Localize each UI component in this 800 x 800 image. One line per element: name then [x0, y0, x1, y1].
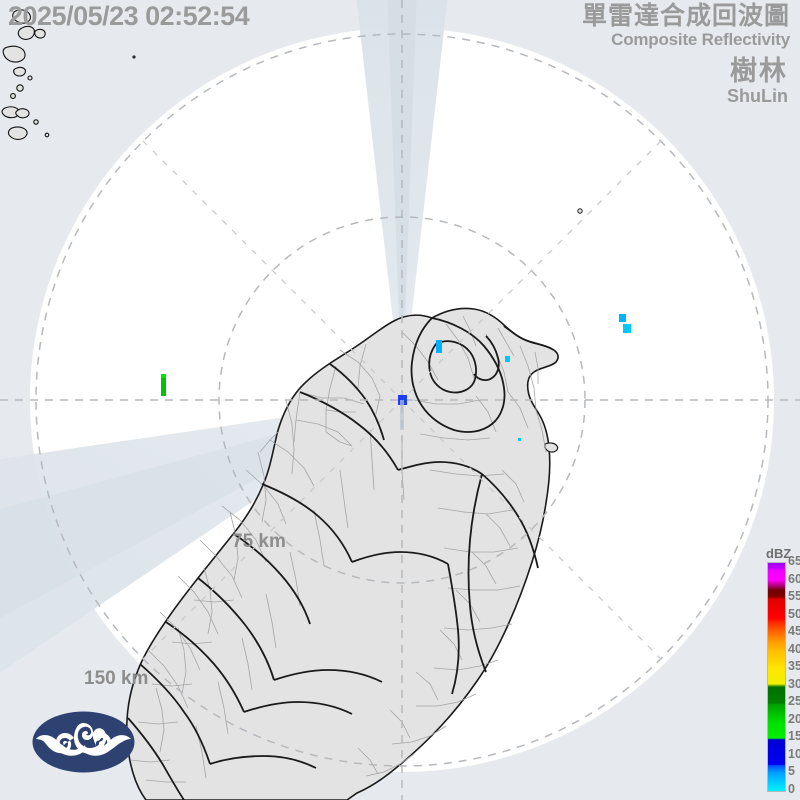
product-title-en: Composite Reflectivity — [611, 30, 790, 49]
colorbar-tick-65: 65 — [788, 554, 800, 568]
land-polygons — [1, 9, 583, 800]
guishan-island — [544, 442, 559, 453]
echo-offshore-lower — [623, 324, 631, 333]
offshore-rock — [577, 208, 583, 214]
colorbar-title: dBZ — [766, 546, 792, 561]
colorbar-tick-50: 50 — [788, 606, 800, 621]
colorbar-tick-10: 10 — [788, 746, 800, 761]
taiwan-main-island — [125, 307, 559, 800]
colorbar-tick-35: 35 — [788, 659, 800, 674]
cwa-logo-ellipse — [32, 711, 135, 773]
colorbar-tick-40: 40 — [788, 641, 800, 656]
station-name-zh: 樹林 — [730, 56, 788, 86]
product-title-zh: 單雷達合成回波圖 — [581, 2, 790, 30]
colorbar-tick-0: 0 — [788, 782, 795, 796]
timestamp-label: 2025/05/23 02:52:54 — [8, 1, 250, 31]
station-block: 樹林 ShuLin — [727, 56, 788, 106]
title-block: 單雷達合成回波圖 Composite Reflectivity — [581, 2, 790, 50]
range-ring-label-75km: 75 km — [232, 531, 286, 552]
colorbar-tick-45: 45 — [788, 624, 800, 639]
cwa-logo-swirl — [36, 723, 131, 756]
cwa-logo[interactable] — [32, 711, 135, 773]
echo-ilan-dot — [518, 438, 521, 441]
colorbar-tick-60: 60 — [788, 571, 800, 586]
colorbar-gradient — [767, 562, 786, 792]
echo-strait-green — [161, 375, 166, 396]
echo-offshore-upper — [619, 314, 626, 322]
colorbar-tick-15: 15 — [788, 729, 800, 744]
echo-keelung — [505, 356, 510, 362]
colorbar-tick-25: 25 — [788, 694, 800, 709]
radar-beam-streak — [400, 400, 404, 430]
county-boundaries — [127, 317, 553, 800]
colorbar-tick-30: 30 — [788, 676, 800, 691]
range-ring-label-150km: 150 km — [84, 668, 149, 689]
colorbar-tick-20: 20 — [788, 711, 800, 726]
echo-taipei-basin — [436, 340, 442, 353]
offshore-rock-2 — [132, 55, 136, 59]
matsu-islands — [1, 9, 50, 140]
reflectivity-colorbar: dBZ 65 60 55 50 45 40 35 30 25 20 15 10 5 0 — [752, 546, 800, 800]
station-name-en: ShuLin — [727, 86, 788, 106]
echo-strait-green-tip — [161, 374, 166, 378]
colorbar-tick-55: 55 — [788, 589, 800, 604]
colorbar-tick-5: 5 — [788, 764, 795, 779]
